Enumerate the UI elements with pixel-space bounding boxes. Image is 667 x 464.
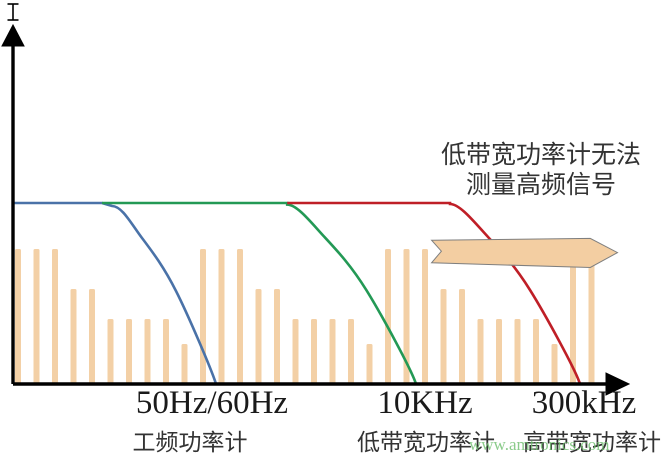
svg-text:低带宽功率计无法: 低带宽功率计无法 xyxy=(441,141,641,169)
svg-text:10KHz: 10KHz xyxy=(377,385,472,421)
svg-text:www.amtronics.com: www.amtronics.com xyxy=(469,435,610,454)
svg-text:测量高频信号: 测量高频信号 xyxy=(466,171,616,199)
svg-text:50Hz/60Hz: 50Hz/60Hz xyxy=(136,385,288,421)
svg-text:300kHz: 300kHz xyxy=(532,385,636,421)
svg-text:工频功率计: 工频功率计 xyxy=(133,430,248,455)
